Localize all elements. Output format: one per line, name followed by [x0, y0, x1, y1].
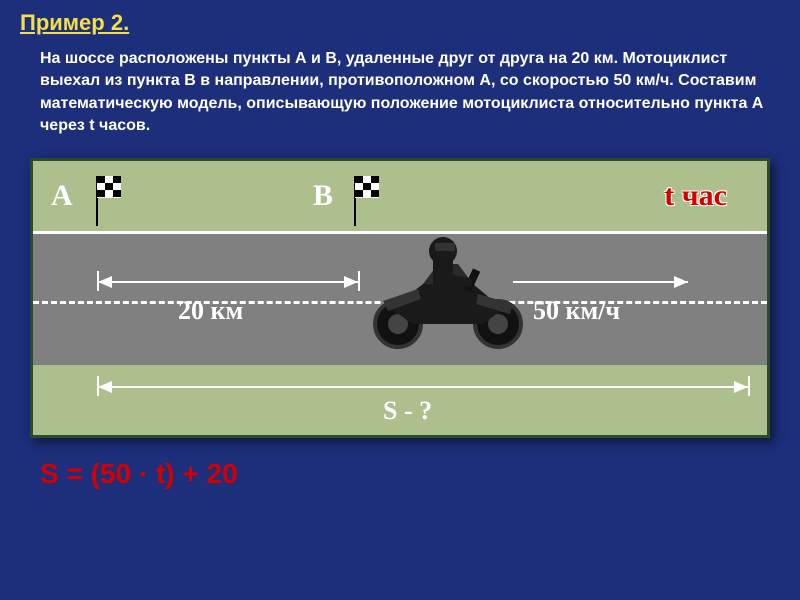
speed-50-label: 50 км/ч [533, 296, 620, 326]
motorcycle-icon [363, 229, 533, 349]
tick-mark [358, 271, 360, 291]
point-b-label: B [313, 179, 333, 213]
point-a-label: A [51, 179, 73, 213]
road-diagram: A B t час [30, 158, 770, 438]
speed-arrow [513, 281, 688, 283]
flag-b-icon [351, 176, 379, 226]
dimension-arrow-s [98, 386, 748, 388]
answer-formula: S = (50 · t) + 20 [20, 458, 780, 490]
dimension-arrow-20km [98, 281, 358, 283]
grass-top-strip [33, 161, 767, 231]
flag-a-icon [93, 176, 121, 226]
distance-20-label: 20 км [178, 296, 243, 326]
tick-mark [748, 376, 750, 396]
distance-s-label: S - ? [383, 396, 432, 426]
problem-statement: На шоссе расположены пункты А и В, удале… [20, 48, 780, 138]
slide: Пример 2. На шоссе расположены пункты А … [0, 0, 800, 600]
t-label: t час [664, 179, 727, 213]
slide-title: Пример 2. [20, 10, 780, 36]
